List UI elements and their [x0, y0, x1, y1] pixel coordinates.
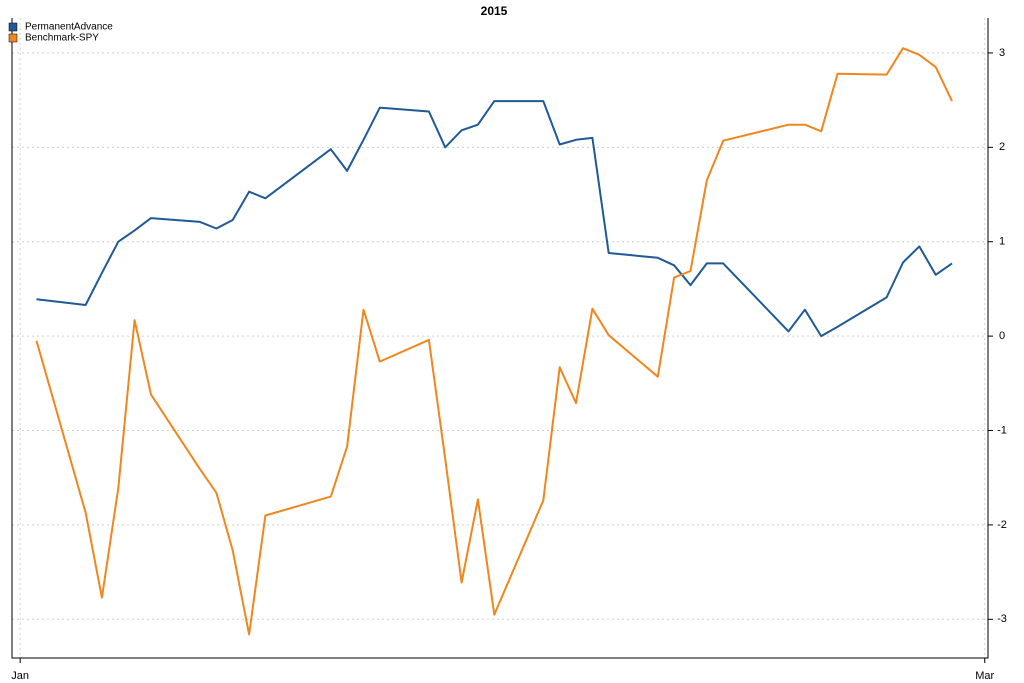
legend-label: PermanentAdvance: [25, 22, 113, 33]
plot-frame: [11, 18, 989, 659]
chart-title: 2015: [481, 4, 508, 18]
y-tick-label: -3: [997, 613, 1007, 625]
legend-label: Benchmark-SPY: [25, 33, 99, 44]
series-line: [36, 100, 953, 338]
y-tick-label: 0: [999, 330, 1005, 342]
y-tick-label: 1: [999, 236, 1005, 248]
legend-swatch: [8, 22, 18, 32]
x-tick-label: Jan: [11, 670, 29, 682]
x-tick-label: Mar: [975, 670, 994, 682]
y-tick-label: -2: [997, 519, 1007, 531]
series-line: [35, 47, 953, 636]
y-tick-label: -1: [997, 424, 1007, 436]
y-tick-label: 3: [999, 47, 1005, 59]
legend-swatch: [8, 33, 18, 43]
y-tick-label: 2: [999, 141, 1005, 153]
